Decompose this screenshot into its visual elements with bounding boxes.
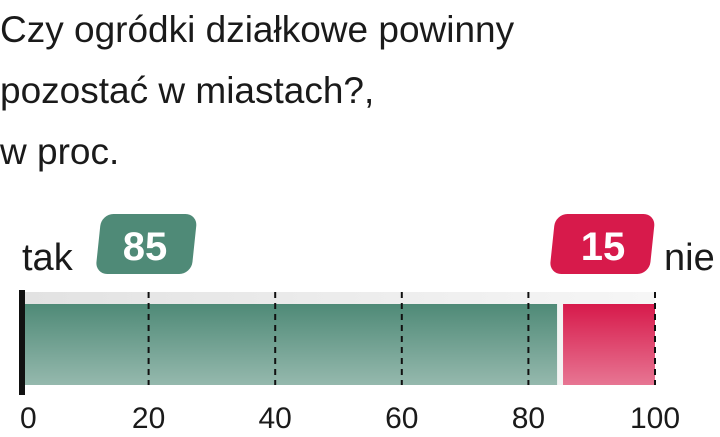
chart-title: pozostać w miastach?, (0, 70, 374, 111)
x-tick-label: 60 (385, 402, 418, 435)
series-name: tak (22, 237, 74, 279)
x-tick-label: 40 (259, 402, 292, 435)
x-tick-label: 100 (630, 402, 680, 435)
badge (550, 214, 655, 274)
chart-title: w proc. (0, 131, 119, 172)
chart-title: Czy ogródki działkowe powinny (0, 9, 515, 50)
shade (563, 304, 655, 385)
value-label: 85 (123, 225, 168, 269)
x-tick-label: 80 (512, 402, 545, 435)
badge (96, 214, 197, 274)
x-tick-label: 0 (20, 402, 37, 435)
value-label: 15 (581, 225, 626, 269)
series-name: nie (664, 237, 715, 279)
x-tick-label: 20 (132, 402, 165, 435)
shade (22, 304, 558, 385)
